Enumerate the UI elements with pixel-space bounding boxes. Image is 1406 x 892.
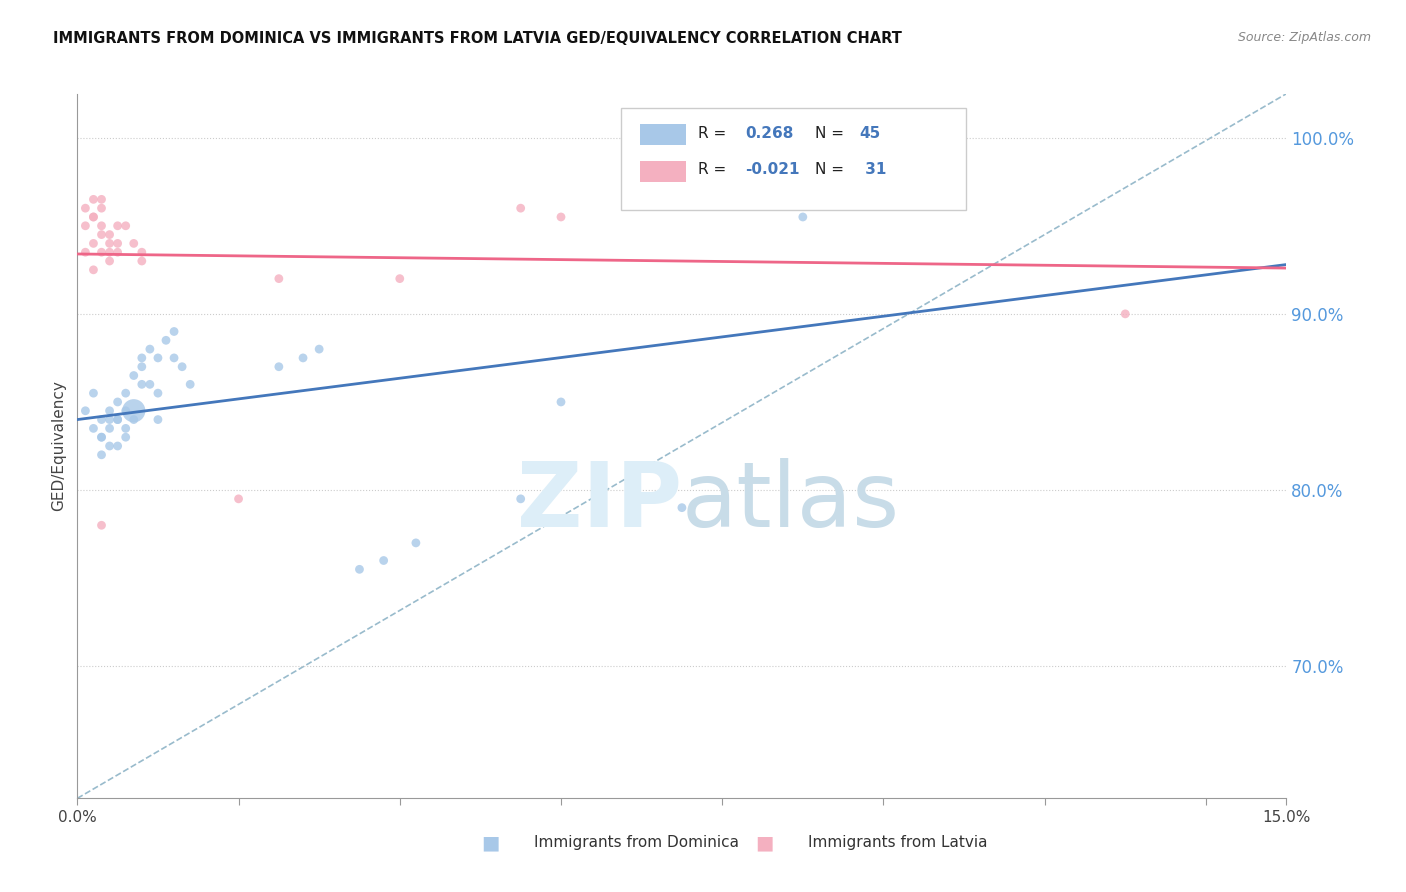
Text: R =: R = bbox=[697, 127, 731, 141]
Point bbox=[131, 245, 153, 260]
Point bbox=[671, 500, 693, 515]
Point bbox=[107, 245, 129, 260]
Text: Immigrants from Latvia: Immigrants from Latvia bbox=[808, 836, 988, 850]
Point bbox=[114, 386, 136, 401]
Text: ZIP: ZIP bbox=[517, 458, 682, 547]
Point bbox=[82, 210, 104, 224]
Text: N =: N = bbox=[815, 162, 849, 178]
Point bbox=[107, 412, 129, 426]
Point bbox=[131, 254, 153, 268]
Point bbox=[114, 430, 136, 444]
Point bbox=[90, 245, 112, 260]
Point bbox=[131, 377, 153, 392]
Point bbox=[90, 201, 112, 215]
Point bbox=[75, 201, 97, 215]
Point bbox=[82, 386, 104, 401]
Point bbox=[82, 236, 104, 251]
Text: 0.268: 0.268 bbox=[745, 127, 793, 141]
Point bbox=[75, 219, 97, 233]
Point bbox=[98, 245, 121, 260]
Point bbox=[163, 351, 186, 365]
Text: IMMIGRANTS FROM DOMINICA VS IMMIGRANTS FROM LATVIA GED/EQUIVALENCY CORRELATION C: IMMIGRANTS FROM DOMINICA VS IMMIGRANTS F… bbox=[53, 31, 903, 46]
Point bbox=[349, 562, 371, 576]
Point bbox=[155, 333, 177, 347]
Text: R =: R = bbox=[697, 162, 731, 178]
Point bbox=[98, 421, 121, 435]
Point bbox=[131, 359, 153, 374]
Point bbox=[139, 342, 162, 356]
Point bbox=[90, 227, 112, 242]
Point bbox=[90, 219, 112, 233]
Text: ■: ■ bbox=[481, 833, 499, 853]
Point bbox=[308, 342, 330, 356]
Point bbox=[114, 421, 136, 435]
Point bbox=[107, 219, 129, 233]
Point bbox=[373, 553, 395, 567]
Point bbox=[98, 412, 121, 426]
Point bbox=[114, 403, 136, 417]
Text: Immigrants from Dominica: Immigrants from Dominica bbox=[534, 836, 740, 850]
Text: 45: 45 bbox=[859, 127, 882, 141]
Text: N =: N = bbox=[815, 127, 849, 141]
Point bbox=[107, 395, 129, 409]
Point bbox=[107, 236, 129, 251]
Point bbox=[146, 351, 169, 365]
Point bbox=[228, 491, 250, 506]
Text: ■: ■ bbox=[755, 833, 773, 853]
Point bbox=[122, 412, 145, 426]
Text: -0.021: -0.021 bbox=[745, 162, 799, 178]
Point bbox=[75, 245, 97, 260]
Point bbox=[107, 439, 129, 453]
Point bbox=[82, 210, 104, 224]
Point bbox=[267, 359, 290, 374]
Point bbox=[90, 430, 112, 444]
Point bbox=[388, 271, 411, 285]
Point bbox=[139, 377, 162, 392]
Point bbox=[90, 430, 112, 444]
Point bbox=[122, 403, 145, 417]
Point bbox=[122, 368, 145, 383]
Point bbox=[405, 536, 427, 550]
Point bbox=[90, 448, 112, 462]
Point bbox=[82, 262, 104, 277]
Point bbox=[98, 403, 121, 417]
Text: Source: ZipAtlas.com: Source: ZipAtlas.com bbox=[1237, 31, 1371, 45]
Point bbox=[267, 271, 290, 285]
Text: 31: 31 bbox=[859, 162, 886, 178]
Point bbox=[509, 491, 531, 506]
Point bbox=[550, 210, 572, 224]
Point bbox=[98, 254, 121, 268]
Point bbox=[90, 518, 112, 533]
Point bbox=[1114, 307, 1136, 321]
Point bbox=[82, 421, 104, 435]
Y-axis label: GED/Equivalency: GED/Equivalency bbox=[51, 381, 66, 511]
FancyBboxPatch shape bbox=[621, 108, 966, 210]
Point bbox=[163, 325, 186, 339]
Point bbox=[107, 412, 129, 426]
Point bbox=[792, 210, 814, 224]
Point bbox=[146, 386, 169, 401]
Point bbox=[82, 192, 104, 206]
Point bbox=[509, 201, 531, 215]
Point bbox=[98, 236, 121, 251]
Point bbox=[122, 236, 145, 251]
FancyBboxPatch shape bbox=[640, 124, 686, 145]
Point bbox=[146, 412, 169, 426]
Point bbox=[114, 219, 136, 233]
FancyBboxPatch shape bbox=[640, 161, 686, 182]
Point bbox=[98, 439, 121, 453]
Point bbox=[131, 351, 153, 365]
Text: atlas: atlas bbox=[682, 458, 900, 547]
Point bbox=[75, 403, 97, 417]
Point bbox=[90, 192, 112, 206]
Point bbox=[90, 412, 112, 426]
Point bbox=[98, 227, 121, 242]
Point bbox=[179, 377, 201, 392]
Point bbox=[292, 351, 315, 365]
Point bbox=[550, 395, 572, 409]
Point bbox=[172, 359, 194, 374]
